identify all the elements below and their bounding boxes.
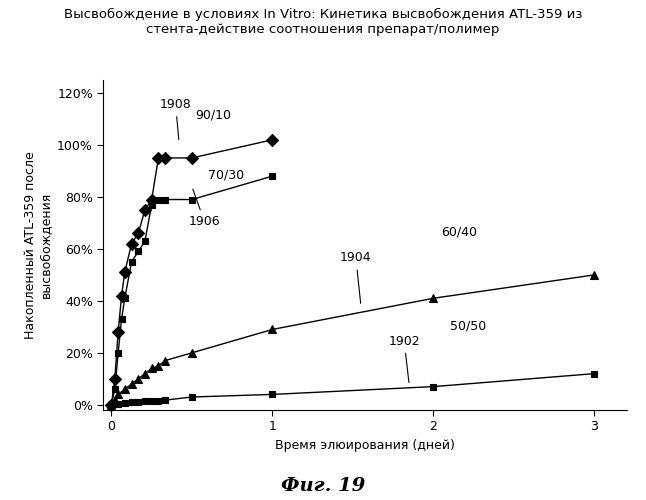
Text: Высвобождение в условиях In Vitro: Кинетика высвобождения ATL-359 из
стента-дейс: Высвобождение в условиях In Vitro: Кинет…: [64, 8, 582, 36]
Text: 1902: 1902: [388, 334, 420, 382]
Y-axis label: Накопленный ATL-359 после
высвобождения: Накопленный ATL-359 после высвобождения: [23, 151, 52, 339]
Text: Фиг. 19: Фиг. 19: [281, 477, 365, 495]
X-axis label: Время элюирования (дней): Время элюирования (дней): [275, 439, 455, 452]
Text: 50/50: 50/50: [450, 319, 486, 332]
Text: 1904: 1904: [340, 252, 371, 304]
Text: 1908: 1908: [160, 98, 191, 140]
Text: 70/30: 70/30: [208, 168, 244, 181]
Text: 90/10: 90/10: [195, 108, 231, 122]
Text: 60/40: 60/40: [441, 226, 477, 238]
Text: 1906: 1906: [189, 189, 220, 228]
